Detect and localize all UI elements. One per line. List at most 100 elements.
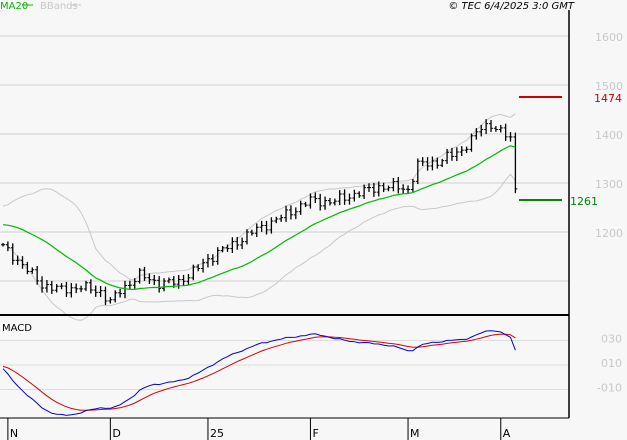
ohlc-bar <box>362 184 367 199</box>
ohlc-bar <box>274 216 279 224</box>
ohlc-bar <box>44 280 49 293</box>
ohlc-bar <box>230 237 235 253</box>
ohlc-bar <box>401 184 406 194</box>
ohlc-bar <box>157 276 162 293</box>
ohlc-bar <box>83 280 88 291</box>
ohlc-bar <box>176 274 181 289</box>
macd-signal-line <box>2 333 516 411</box>
ohlc-bar <box>464 146 469 154</box>
ohlc-bar <box>25 261 30 275</box>
ohlc-bar <box>74 283 79 294</box>
macd-title: MACD <box>2 323 32 334</box>
ohlc-bar <box>240 237 245 250</box>
copyright-date: © TEC 6/4/2025 3:0 GMT <box>448 1 575 12</box>
ohlc-bar <box>215 247 220 265</box>
legend-bbands: BBands <box>40 1 78 12</box>
ohlc-bar <box>342 189 347 205</box>
ohlc-bar <box>459 146 464 157</box>
ohlc-bar <box>391 177 396 192</box>
ohlc-bar <box>381 182 386 193</box>
ohlc-bar <box>49 280 54 294</box>
macd-panel <box>2 330 516 416</box>
ohlc-bar <box>327 197 332 206</box>
ohlc-bar <box>425 157 430 171</box>
ohlc-bar <box>127 280 132 290</box>
ohlc-bar <box>493 126 498 132</box>
ohlc-bar <box>347 193 352 205</box>
ohlc-bar <box>479 124 484 137</box>
ohlc-bar <box>118 288 123 298</box>
price-tick-label: 1300 <box>595 178 623 191</box>
ohlc-bar <box>376 181 381 197</box>
ma20 <box>2 145 516 290</box>
ohlc-bar <box>35 265 40 285</box>
ohlc-bar <box>440 158 445 168</box>
bollinger-bands <box>2 113 516 321</box>
ohlc-bar <box>410 178 415 192</box>
ohlc-bar <box>152 275 157 286</box>
ohlc-bar <box>123 280 127 299</box>
time-tick-label: M <box>410 427 420 440</box>
ohlc-bar <box>147 273 152 285</box>
ohlc-bar <box>10 243 15 265</box>
ohlc-bar <box>469 133 474 152</box>
ohlc-bar <box>225 244 230 252</box>
grid <box>0 35 569 390</box>
ohlc-bar <box>503 123 508 142</box>
ohlc-bar <box>15 255 20 266</box>
ohlc-bar <box>430 156 435 171</box>
ohlc-bar <box>245 229 249 245</box>
ohlc-bar <box>205 253 210 268</box>
ohlc-bar <box>357 191 362 198</box>
time-tick-label: 25 <box>210 427 224 440</box>
ohlc-bar <box>186 274 191 286</box>
price-tick-label: 1400 <box>595 129 623 142</box>
macd-line <box>2 330 516 416</box>
ohlc-bar <box>454 147 459 162</box>
ohlc-bar <box>474 128 479 140</box>
ohlc-bar <box>513 132 518 194</box>
ohlc-bar <box>40 276 45 293</box>
ohlc-bar <box>396 177 401 194</box>
support-label: 1261 <box>570 195 598 208</box>
price-tick-label: 1500 <box>595 80 623 93</box>
ohlc-bar <box>386 185 391 192</box>
ohlc-bar <box>64 281 69 298</box>
ohlc-bar <box>69 283 74 298</box>
ohlc-bar <box>98 285 103 298</box>
ohlc-bar <box>415 158 420 185</box>
ma20-line <box>2 145 516 290</box>
ohlc-bar <box>113 290 118 303</box>
ohlc-bar <box>508 132 513 142</box>
ohlc-bar <box>489 120 493 132</box>
ohlc-bar <box>332 198 337 206</box>
ohlc-bar <box>318 193 323 211</box>
ohlc-bar <box>323 196 328 210</box>
ohlc-bar <box>166 277 171 284</box>
ohlc-bar <box>191 264 196 281</box>
ohlc-bar <box>103 286 108 305</box>
ohlc-bar <box>1 242 5 247</box>
ohlc-bar <box>137 268 142 284</box>
price-tick-label: 1200 <box>595 227 623 240</box>
ohlc-bar <box>435 157 440 169</box>
bband-upper <box>2 113 516 281</box>
ohlc-bar <box>298 200 303 215</box>
ohlc-bar <box>220 246 225 253</box>
time-tick-label: A <box>503 427 511 440</box>
ohlc-bar <box>132 278 137 289</box>
ohlc-bar <box>264 220 269 235</box>
macd-tick-label: 030 <box>601 333 622 346</box>
time-tick-label: F <box>312 427 318 440</box>
ohlc-bar <box>59 283 64 290</box>
ohlc-bar <box>142 266 147 281</box>
time-tick-label: N <box>10 427 18 440</box>
ohlc-bar <box>484 119 489 135</box>
ohlc-bar <box>337 190 342 206</box>
price-tick-label: 1600 <box>595 31 623 44</box>
ohlc-bar <box>54 284 59 293</box>
ohlc-bar <box>352 189 357 202</box>
ohlc-bar <box>498 124 503 133</box>
ohlc-bar <box>93 285 98 297</box>
